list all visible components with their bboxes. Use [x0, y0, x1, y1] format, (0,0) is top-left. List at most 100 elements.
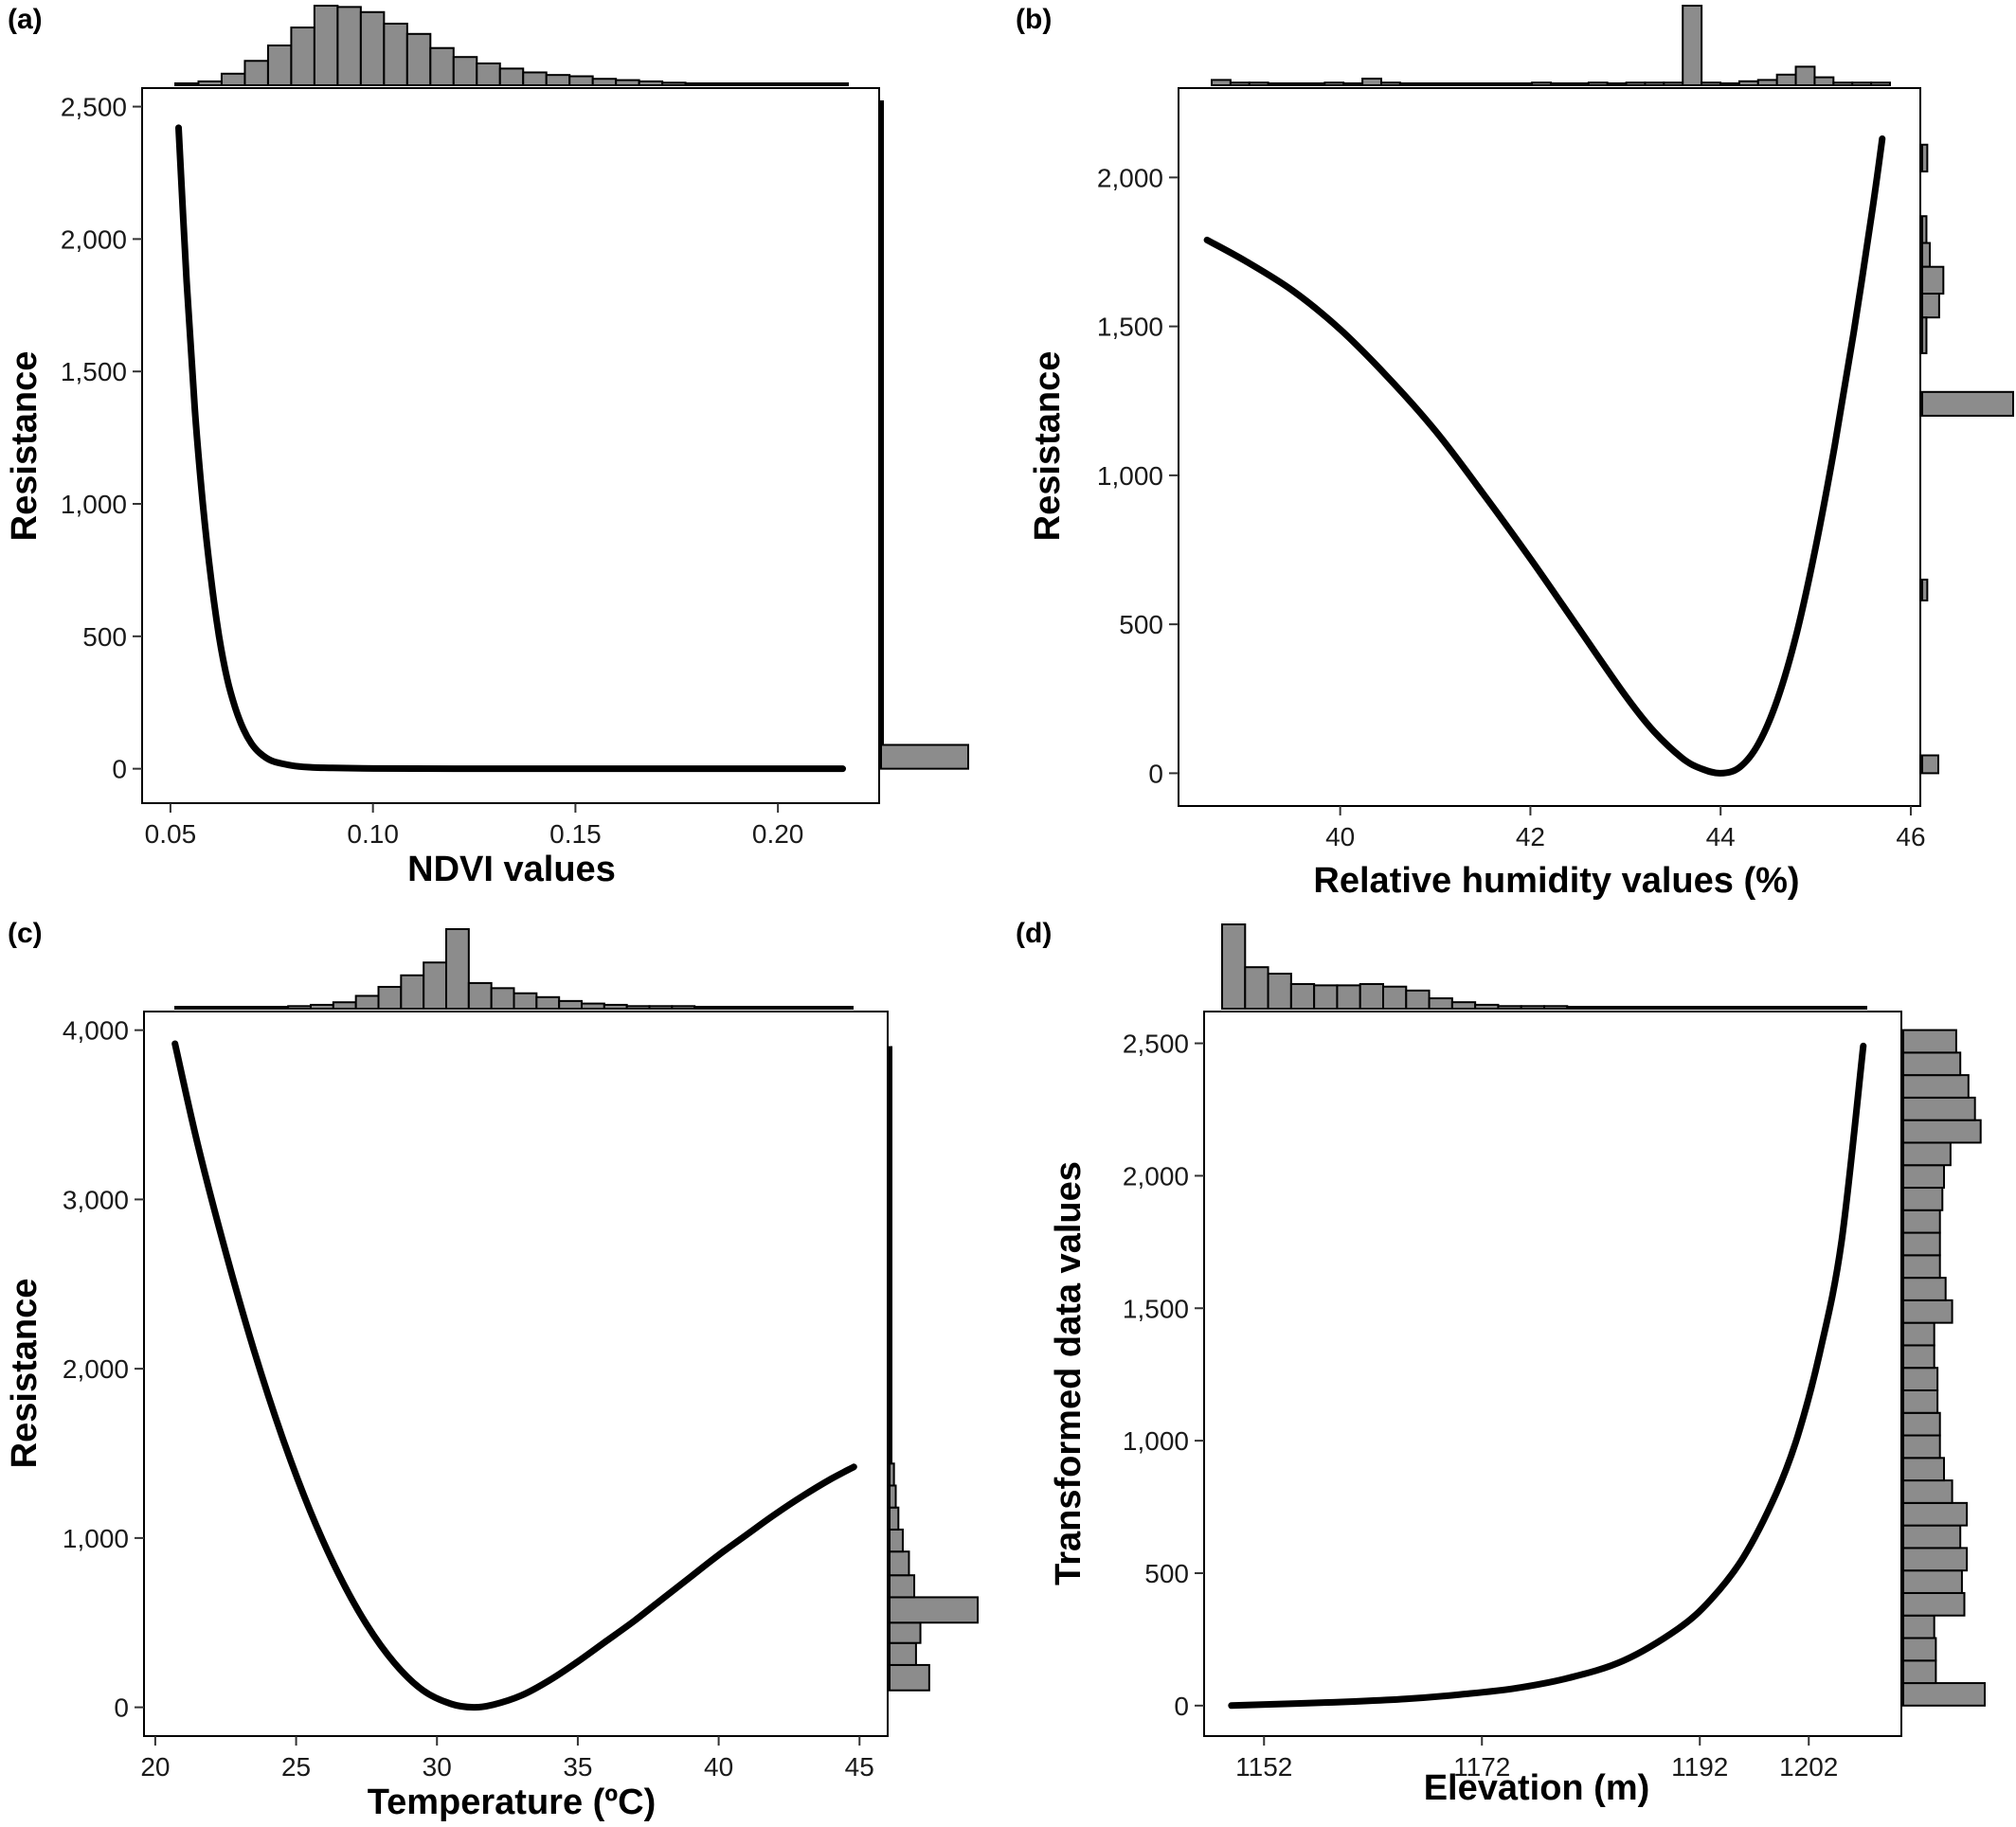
right-histogram-bar [880, 743, 969, 770]
right-histogram-bar [1902, 1096, 1976, 1121]
top-histogram-bar [591, 78, 618, 87]
right-histogram-bar [1902, 1524, 1962, 1549]
right-histogram-bar [1902, 1637, 1937, 1662]
top-histogram-bar [1587, 81, 1609, 86]
x-axis-title: Temperature (ºC) [368, 1782, 657, 1822]
panel-b: (b) 40 42 44 46 0 500 1,000 1,500 2,000 Relative h… [1016, 4, 2014, 901]
right-histogram-bar [1902, 1299, 1953, 1324]
top-histogram-bar [1543, 1005, 1569, 1011]
top-histogram-bar [423, 961, 447, 1011]
panel-label: (c) [8, 918, 43, 949]
top-histogram-bar [1796, 1006, 1822, 1010]
right-histogram-bar [889, 1596, 979, 1624]
x-tick-label: 40 [1325, 822, 1355, 851]
top-histogram-bar [1832, 81, 1854, 86]
top-histogram-bar [522, 71, 548, 87]
y-tick-label: 1,500 [61, 357, 127, 386]
right-histogram-bar [1902, 1321, 1935, 1347]
top-histogram-bar [1267, 82, 1288, 86]
right-histogram-bar [1902, 1682, 1986, 1707]
y-tick-label: 1,000 [61, 490, 127, 519]
top-histogram-bar [1313, 984, 1339, 1011]
top-histogram-bar [661, 81, 687, 86]
top-histogram-bar [1851, 81, 1873, 86]
top-histogram-bar [1474, 1003, 1500, 1011]
y-tick-label: 0 [114, 1693, 129, 1723]
top-histogram-bar [359, 10, 386, 87]
right-histogram-bar [889, 1506, 900, 1531]
y-tick-label: 500 [82, 622, 127, 652]
y-tick-label: 0 [1174, 1692, 1189, 1721]
right-histogram-bar [1902, 1029, 1957, 1054]
top-histogram-bar [498, 67, 525, 87]
right-histogram-bar [1921, 578, 1929, 601]
top-histogram-bar [452, 56, 478, 87]
top-histogram-bar [1701, 81, 1721, 86]
top-histogram-bar [1773, 1006, 1799, 1010]
top-histogram-bar [243, 60, 269, 86]
x-axis-title: NDVI values [407, 850, 616, 889]
right-histogram-bar [889, 1663, 930, 1692]
x-tick-label: 42 [1516, 822, 1545, 851]
top-histogram-bar [1305, 82, 1326, 86]
top-histogram-bar [1229, 81, 1251, 86]
resistance-curve [175, 124, 846, 773]
y-tick-label: 2,000 [1123, 1161, 1189, 1191]
right-histogram-bar [1902, 1457, 1945, 1482]
top-histogram-bar [383, 22, 408, 86]
right-histogram-bar [1902, 1659, 1937, 1685]
x-tick-label: 1172 [1453, 1752, 1510, 1782]
top-histogram-bar [1359, 982, 1384, 1011]
right-histogram-bar [889, 1462, 895, 1487]
top-histogram-bar [354, 994, 380, 1011]
top-histogram-bar [1336, 984, 1361, 1011]
panel-label: (b) [1016, 4, 1052, 35]
right-histogram-bar [1921, 316, 1928, 354]
top-histogram-bar [1566, 1006, 1592, 1010]
y-tick-label: 1,000 [1097, 461, 1163, 491]
top-histogram-bar [684, 82, 711, 86]
right-histogram-bar [1902, 1591, 1966, 1617]
top-histogram-bar [1819, 1006, 1845, 1010]
x-tick-label: 0.15 [549, 819, 602, 849]
right-histogram-bar [889, 1046, 892, 1465]
top-histogram-bar [1497, 1005, 1522, 1011]
x-tick-label: 1192 [1671, 1752, 1728, 1782]
right-histogram-bar [1902, 1141, 1952, 1167]
right-histogram-bar [1902, 1434, 1941, 1460]
top-histogram-bar [1289, 982, 1316, 1011]
right-histogram-bar [889, 1641, 917, 1666]
right-histogram-bar [1921, 143, 1929, 173]
top-histogram-bar [1455, 82, 1477, 86]
top-histogram-bar [1361, 78, 1382, 86]
top-histogram-bar [220, 72, 246, 86]
y-axis-title: Resistance [5, 1279, 45, 1469]
top-histogram-bar [1704, 1006, 1730, 1010]
top-histogram-bar [693, 1006, 719, 1010]
x-tick-label: 44 [1706, 822, 1736, 851]
plot-area [143, 1011, 889, 1737]
top-histogram-bar [1474, 82, 1496, 86]
right-histogram-bar [1902, 1367, 1939, 1391]
top-histogram-bar [1606, 82, 1628, 86]
top-histogram-bar [1417, 82, 1439, 86]
top-histogram-bar [1727, 1006, 1753, 1010]
x-tick-label: 46 [1896, 822, 1925, 851]
x-axis-title: Relative humidity values (%) [1313, 861, 1799, 901]
top-histogram-bar [581, 1002, 605, 1011]
top-histogram-bar [1520, 1005, 1545, 1011]
y-tick-label: 1,000 [1123, 1426, 1189, 1456]
right-histogram-bar [1902, 1051, 1962, 1077]
right-histogram-bar [1902, 1187, 1944, 1211]
y-tick-label: 500 [1119, 610, 1163, 639]
right-histogram-bar [889, 1528, 904, 1553]
top-histogram-bar [264, 1006, 290, 1010]
resistance-curve [1228, 1042, 1867, 1710]
y-tick-label: 2,000 [63, 1354, 129, 1384]
top-histogram-bar [625, 1005, 651, 1010]
top-histogram-bar [174, 1006, 199, 1010]
top-histogram-bar [1682, 5, 1703, 86]
panel-label: (d) [1016, 918, 1052, 949]
top-histogram-bar [1221, 923, 1247, 1010]
